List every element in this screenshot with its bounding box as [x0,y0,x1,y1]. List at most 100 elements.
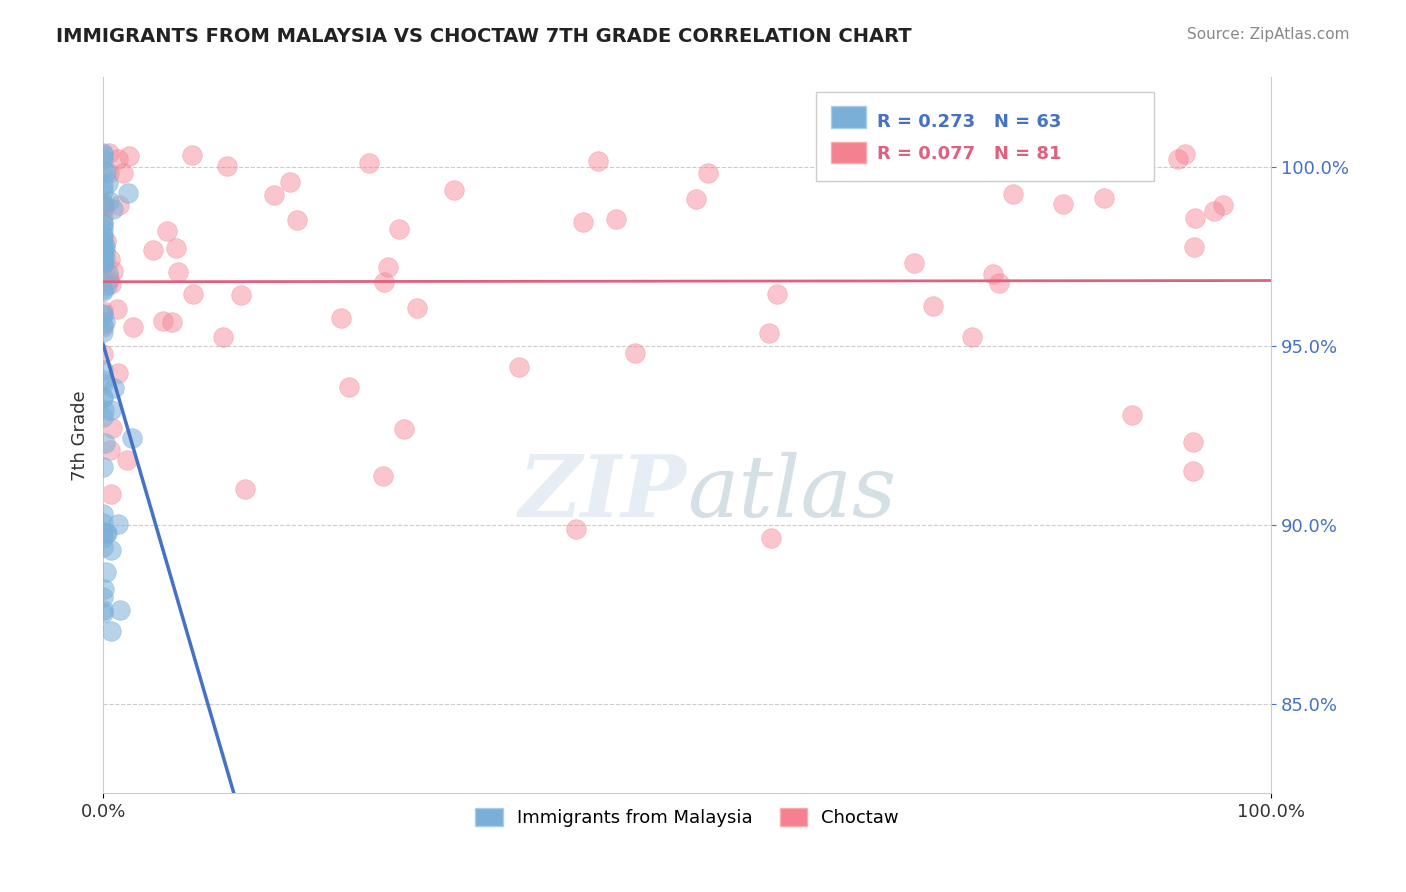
Point [107,516,129,531]
Point [115,453,138,467]
Point [91,390,114,404]
Point [91,216,114,230]
Point [91,284,114,298]
Point [388,222,411,236]
Point [152,314,174,328]
Point [903,255,925,269]
Point [330,310,353,325]
Point [93,199,115,213]
Point [91,410,114,425]
Point [605,211,627,226]
Point [97,266,120,280]
Point [91,460,114,475]
Point [91,606,114,620]
Point [758,326,780,341]
Point [111,166,134,180]
Text: Source: ZipAtlas.com: Source: ZipAtlas.com [1187,27,1350,42]
Point [118,149,141,163]
Point [91,308,114,322]
Point [117,186,139,200]
Point [93,582,115,597]
Point [94,526,117,541]
Point [100,277,122,292]
Point [91,245,114,260]
Point [91,258,114,272]
Point [91,251,114,265]
Point [97,166,120,180]
Point [93,403,115,417]
Point [1052,197,1074,211]
Point [443,183,465,197]
Point [96,234,118,248]
Text: atlas: atlas [688,451,896,534]
Point [97,176,120,190]
Point [91,590,114,604]
Point [91,184,114,198]
Point [91,373,114,387]
Point [93,315,115,329]
Point [98,252,121,266]
Point [91,516,114,531]
Y-axis label: 7th Grade: 7th Grade [72,390,89,481]
Point [105,302,128,317]
Point [962,330,984,344]
Point [93,202,115,216]
Point [988,276,1011,290]
Point [107,153,129,167]
Point [98,442,121,457]
Point [94,244,117,259]
Point [91,282,114,296]
Point [91,524,114,539]
Point [766,287,789,301]
Point [181,148,204,162]
Point [91,325,114,339]
FancyBboxPatch shape [831,142,866,163]
Point [263,188,285,202]
Point [685,192,707,206]
Point [215,160,238,174]
Point [922,299,945,313]
Text: ZIP: ZIP [519,451,688,534]
Point [91,304,114,318]
Point [1182,435,1205,450]
Point [91,196,114,211]
Point [108,603,131,617]
Point [107,198,129,212]
Point [97,271,120,285]
Point [1181,464,1204,478]
Point [91,217,114,231]
Point [107,367,129,381]
Point [1167,152,1189,166]
Point [103,381,125,395]
Point [91,145,114,160]
Text: R = 0.273   N = 63: R = 0.273 N = 63 [877,113,1062,131]
Point [337,380,360,394]
Point [122,320,145,334]
Point [377,260,399,275]
Point [1212,198,1234,212]
Legend: Immigrants from Malaysia, Choctaw: Immigrants from Malaysia, Choctaw [468,801,905,834]
Point [91,243,114,257]
Point [91,602,114,616]
Point [100,624,122,638]
Point [100,403,122,417]
Point [1202,204,1225,219]
Point [285,213,308,227]
Point [91,178,114,193]
Point [93,239,115,253]
Point [91,255,114,269]
Point [91,253,114,268]
Point [103,202,125,216]
Point [98,194,121,209]
Point [100,487,122,501]
Text: IMMIGRANTS FROM MALAYSIA VS CHOCTAW 7TH GRADE CORRELATION CHART: IMMIGRANTS FROM MALAYSIA VS CHOCTAW 7TH … [56,27,912,45]
Point [94,435,117,450]
Point [91,152,114,166]
Point [121,431,143,445]
Point [142,244,165,258]
Point [100,542,122,557]
Point [156,224,179,238]
Point [405,301,427,315]
Point [91,540,114,554]
Point [91,377,114,392]
